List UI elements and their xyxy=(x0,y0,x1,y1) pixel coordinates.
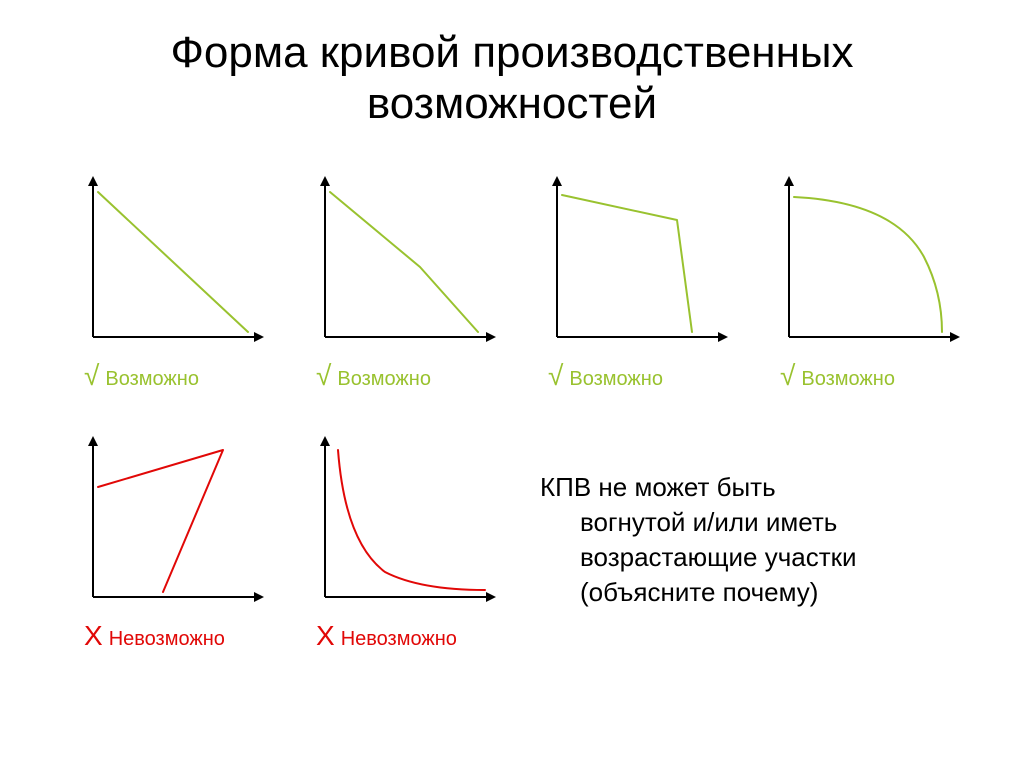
note-line-1: КПВ не может быть xyxy=(540,470,960,505)
chart-caption: √ Возможно xyxy=(542,362,663,391)
curve xyxy=(338,450,485,590)
chart-caption: √ Возможно xyxy=(310,362,431,391)
chart-increasing-part: Х Невозможно xyxy=(78,432,268,651)
cross-icon: Х xyxy=(316,622,335,650)
top-row: √ Возможно √ Возможно √ Возможно √ Возможно xyxy=(78,172,964,391)
curve xyxy=(330,192,478,332)
caption-label: Возможно xyxy=(569,368,663,391)
chart-caption: √ Возможно xyxy=(774,362,895,391)
check-icon: √ xyxy=(84,362,99,390)
check-icon: √ xyxy=(316,362,331,390)
curve xyxy=(794,197,942,332)
chart-caption: √ Возможно xyxy=(78,362,199,391)
caption-label: Возможно xyxy=(105,368,199,391)
chart-convex: Х Невозможно xyxy=(310,432,500,651)
caption-label: Возможно xyxy=(337,368,431,391)
chart-flat-then-steep: √ Возможно xyxy=(542,172,732,391)
title-line-2: возможностей xyxy=(367,79,657,128)
chart-two-segment: √ Возможно xyxy=(310,172,500,391)
bottom-row: Х Невозможно Х Невозможно xyxy=(78,432,500,651)
chart-svg xyxy=(542,172,732,352)
note-line-4: (объясните почему) xyxy=(540,575,960,610)
curve xyxy=(98,450,223,592)
chart-caption: Х Невозможно xyxy=(310,622,457,651)
note-line-2: вогнутой и/или иметь xyxy=(540,505,960,540)
chart-linear: √ Возможно xyxy=(78,172,268,391)
caption-label: Невозможно xyxy=(109,628,225,651)
check-icon: √ xyxy=(548,362,563,390)
chart-svg xyxy=(310,432,500,612)
check-icon: √ xyxy=(780,362,795,390)
caption-label: Возможно xyxy=(801,368,895,391)
cross-icon: Х xyxy=(84,622,103,650)
explanation-note: КПВ не может быть вогнутой и/или иметь в… xyxy=(540,470,960,610)
chart-caption: Х Невозможно xyxy=(78,622,225,651)
curve xyxy=(98,192,248,332)
title-line-1: Форма кривой производственных xyxy=(170,28,853,77)
note-line-3: возрастающие участки xyxy=(540,540,960,575)
slide-title: Форма кривой производственных возможност… xyxy=(0,28,1024,129)
curve xyxy=(562,195,692,332)
chart-svg xyxy=(78,172,268,352)
chart-svg xyxy=(310,172,500,352)
slide: Форма кривой производственных возможност… xyxy=(0,0,1024,768)
chart-concave: √ Возможно xyxy=(774,172,964,391)
chart-svg xyxy=(774,172,964,352)
chart-svg xyxy=(78,432,268,612)
caption-label: Невозможно xyxy=(341,628,457,651)
